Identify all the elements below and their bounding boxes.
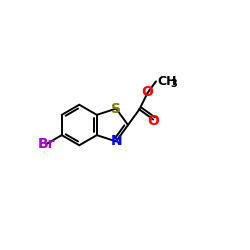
Text: 3: 3 xyxy=(170,79,177,89)
Text: S: S xyxy=(111,102,121,116)
Text: O: O xyxy=(147,114,159,128)
Text: O: O xyxy=(142,85,154,99)
Text: CH: CH xyxy=(157,75,177,88)
Text: Br: Br xyxy=(38,137,56,151)
Text: N: N xyxy=(110,134,122,148)
